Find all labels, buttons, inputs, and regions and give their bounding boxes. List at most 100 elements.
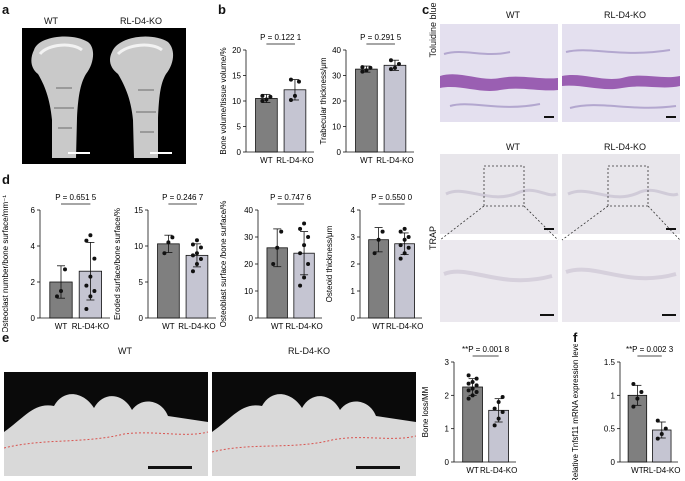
data-point [474,390,479,394]
y-tick-label: 30 [332,72,341,81]
data-point [398,229,403,234]
data-point [260,93,265,98]
data-point [190,253,195,258]
x-tick-label: RL-D4-KO [276,156,313,165]
y-tick-label: 0 [445,458,450,467]
p-value-label: P = 0.291 5 [360,33,402,42]
y-tick-label: 5 [237,123,242,132]
data-point [376,237,381,242]
x-tick-label: WT [162,322,175,331]
y-axis-label: Osteoid thickness/μm [325,225,334,302]
data-point [500,410,505,414]
data-point [500,395,505,399]
data-point [306,262,311,266]
data-point [406,235,411,239]
y-tick-label: 2 [351,260,356,269]
y-tick-label: 10 [232,97,241,106]
panel-c-wt-label-2: WT [506,142,520,152]
y-tick-label: 15 [134,206,143,215]
data-point [279,229,284,234]
panel-c-ko-label-2: RL-D4-KO [604,142,647,152]
y-tick-label: 0 [249,314,254,323]
stain-label-trap: TRAP [428,226,438,251]
y-tick-label: 0 [611,458,616,467]
panel-e-ko-label: RL-D4-KO [288,346,331,356]
y-axis-label: Bone loss/MM [421,386,430,437]
chart-d2: 0 5 10 15 Eroded surface/bone surface/% WT RL-… [113,193,216,331]
y-tick-label: 40 [332,46,341,55]
data-point [402,237,407,242]
chart-b2: 0 10 20 30 40 Trabecular thickness/μm WT RL-D4-… [319,33,414,165]
panel-letter-c: c [422,2,430,17]
data-point [84,238,89,243]
data-point [306,235,311,239]
data-point [466,396,471,401]
data-point [659,432,664,436]
y-tick-label: 20 [244,260,253,269]
data-point [470,386,475,391]
y-tick-label: 5 [139,278,144,287]
bar-wt [462,386,483,463]
data-point [631,382,636,386]
p-value-label: **P = 0.001 8 [462,345,510,354]
y-tick-label: 4 [351,206,356,215]
y-axis-label: Relative Tnfsf11 mRNA expression level [571,344,580,480]
data-point [264,97,269,102]
x-tick-label: RL-D4-KO [643,466,680,475]
data-point [402,226,407,231]
y-tick-label: 10 [332,123,341,132]
y-tick-label: 2 [31,278,36,287]
data-point [631,404,636,409]
bar-wt [157,243,180,319]
panel-e-wt-label: WT [118,346,132,356]
data-point [360,69,365,74]
data-point [466,381,471,386]
data-point [198,256,203,261]
bar-wt [355,68,378,153]
y-tick-label: 1 [351,287,356,296]
data-point [396,62,401,67]
y-axis-label: Trabecular thickness/μm [319,57,328,144]
p-value-label: **P = 0.002 3 [626,345,674,354]
chart-d1: 0 2 4 6 Osteoclast number/bone surface/mm⁻¹ W… [1,193,110,332]
chart-d3: 0 10 20 30 40 Osteoblast surface /bone surfac… [219,193,323,331]
y-tick-label: 1 [445,425,450,434]
panel-c-wt-label-1: WT [506,10,520,20]
p-value-label: P = 0.747 6 [270,193,312,202]
y-axis-label: Eroded surface/bone surface/% [113,208,122,320]
stain-label-toluidine: Toluidine blue [428,2,438,58]
x-tick-label: RL-D4-KO [72,322,109,331]
data-point [392,65,397,70]
data-point [298,226,303,231]
data-point [470,393,475,398]
y-tick-label: 0 [237,148,242,157]
data-point [380,229,385,234]
y-tick-label: 0 [337,148,342,157]
molar-images [4,372,416,476]
x-tick-label: RL-D4-KO [376,156,413,165]
data-point [296,79,301,84]
y-tick-label: 6 [31,206,36,215]
x-tick-label: WT [631,466,644,475]
y-tick-label: 1.5 [604,358,616,367]
toluidine-images [440,24,680,122]
data-point [302,275,307,280]
data-point [302,221,307,226]
x-tick-label: RL-D4-KO [386,322,423,331]
y-tick-label: 0 [351,314,356,323]
y-tick-label: 3 [351,233,356,242]
p-value-label: P = 0.550 0 [371,193,413,202]
data-point [288,77,293,82]
data-point [298,283,303,288]
data-point [88,294,93,299]
x-tick-label: RL-D4-KO [178,322,215,331]
bar-wt [255,98,278,153]
data-point [162,251,167,256]
p-value-label: P = 0.651 5 [55,193,97,202]
data-point [194,251,199,256]
data-point [198,245,203,250]
y-tick-label: 0 [31,314,36,323]
data-point [492,423,497,428]
data-point [474,376,479,381]
y-tick-label: 30 [244,233,253,242]
